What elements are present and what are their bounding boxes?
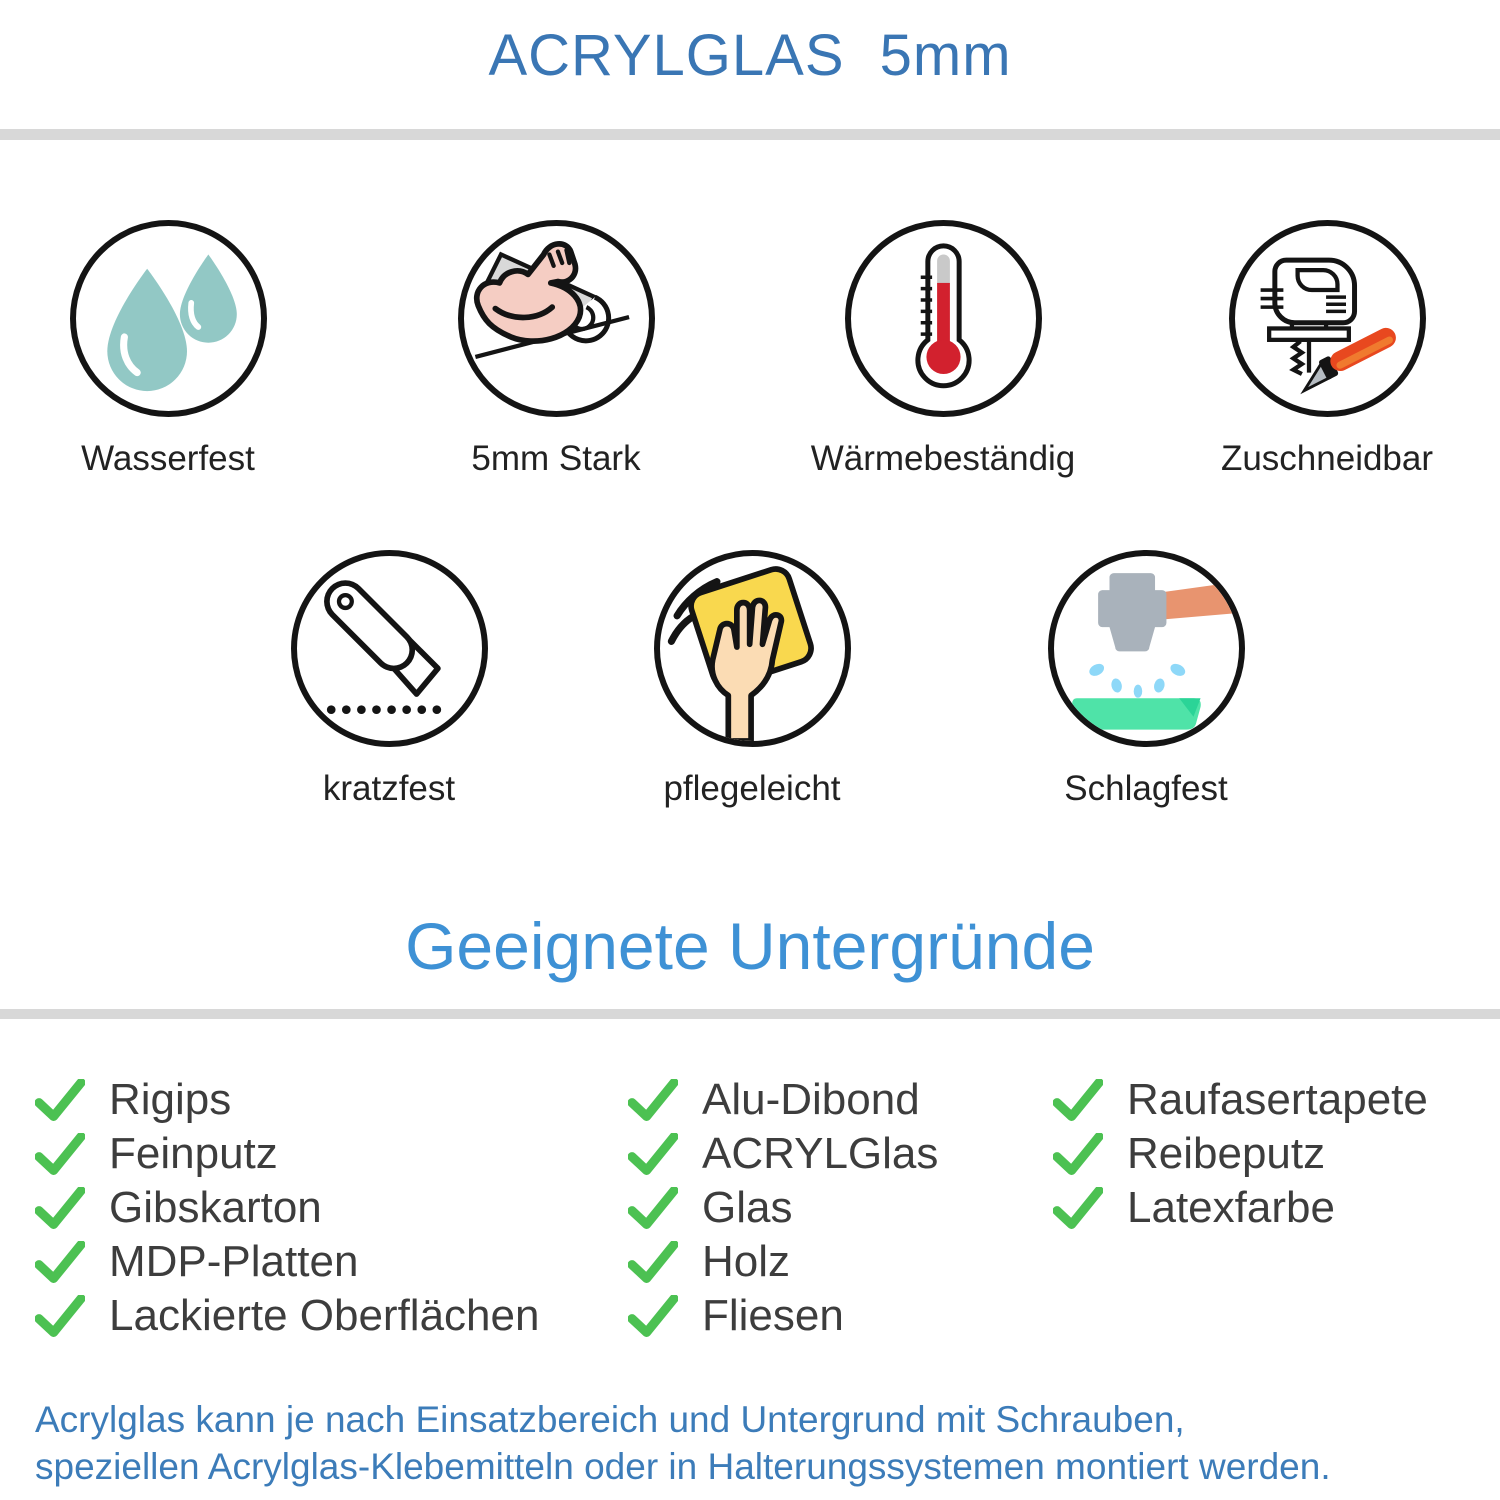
list-item-label: Latexfarbe <box>1127 1183 1335 1232</box>
check-icon <box>628 1079 678 1121</box>
feature-label: 5mm Stark <box>471 439 641 478</box>
list-item: MDP-Platten <box>35 1235 539 1289</box>
list-item: Feinputz <box>35 1127 539 1181</box>
list-item-label: MDP-Platten <box>109 1237 359 1286</box>
utility-knife-icon <box>290 550 488 747</box>
check-icon <box>1053 1187 1103 1229</box>
section-title-untergruende: Geeignete Untergründe <box>405 909 1095 983</box>
feature-label: Schlagfest <box>1064 769 1228 808</box>
feature-kratzfest: kratzfest <box>239 550 539 809</box>
feature-wasserfest: Wasserfest <box>18 220 318 479</box>
muscle-arm-icon <box>457 220 655 417</box>
list-item-label: Alu-Dibond <box>702 1075 920 1124</box>
list-item-label: Gibskarton <box>109 1183 322 1232</box>
list-item-label: Fliesen <box>702 1291 844 1340</box>
feature-label: Wärmebeständig <box>810 439 1076 478</box>
jigsaw-and-cutter-icon <box>1228 220 1426 417</box>
list-item: Raufasertapete <box>1053 1073 1428 1127</box>
check-icon <box>628 1295 678 1337</box>
substrates-column-2: Alu-Dibond ACRYLGlas Glas Holz Fliesen <box>628 1073 938 1343</box>
divider-top <box>0 129 1500 140</box>
list-item-label: Feinputz <box>109 1129 278 1178</box>
check-icon <box>35 1295 85 1337</box>
feature-label: Wasserfest <box>81 439 255 478</box>
check-icon <box>35 1241 85 1283</box>
feature-schlagfest: Schlagfest <box>996 550 1296 809</box>
check-icon <box>1053 1079 1103 1121</box>
feature-pflegeleicht: pflegeleicht <box>602 550 902 809</box>
list-item: Latexfarbe <box>1053 1181 1428 1235</box>
substrates-column-3: Raufasertapete Reibeputz Latexfarbe <box>1053 1073 1428 1235</box>
feature-zuschneidbar: Zuschneidbar <box>1177 220 1477 479</box>
feature-waermebestaendig: Wärmebeständig <box>793 220 1093 479</box>
check-icon <box>35 1079 85 1121</box>
list-item: Fliesen <box>628 1289 938 1343</box>
list-item: Alu-Dibond <box>628 1073 938 1127</box>
check-icon <box>628 1241 678 1283</box>
list-item-label: ACRYLGlas <box>702 1129 939 1178</box>
mounting-note-line1: Acrylglas kann je nach Einsatzbereich un… <box>35 1399 1185 1440</box>
water-drops-icon <box>69 220 267 417</box>
list-item-label: Reibeputz <box>1127 1129 1326 1178</box>
divider-middle <box>0 1009 1500 1019</box>
list-item: Holz <box>628 1235 938 1289</box>
list-item: Glas <box>628 1181 938 1235</box>
list-item: Rigips <box>35 1073 539 1127</box>
list-item: Reibeputz <box>1053 1127 1428 1181</box>
feature-5mm-stark: 5mm Stark <box>406 220 706 479</box>
substrates-column-1: Rigips Feinputz Gibskarton MDP-Platten L… <box>35 1073 539 1343</box>
list-item-label: Raufasertapete <box>1127 1075 1428 1124</box>
check-icon <box>628 1187 678 1229</box>
check-icon <box>628 1133 678 1175</box>
thermometer-icon <box>844 220 1042 417</box>
list-item: Gibskarton <box>35 1181 539 1235</box>
check-icon <box>35 1133 85 1175</box>
feature-label: pflegeleicht <box>663 769 841 808</box>
wiping-hand-icon <box>653 550 851 747</box>
hammer-impact-icon <box>1047 550 1245 747</box>
list-item-label: Lackierte Oberflächen <box>109 1291 540 1340</box>
check-icon <box>35 1187 85 1229</box>
list-item-label: Glas <box>702 1183 793 1232</box>
mounting-note: Acrylglas kann je nach Einsatzbereich un… <box>35 1396 1475 1490</box>
feature-label: Zuschneidbar <box>1220 439 1434 478</box>
check-icon <box>1053 1133 1103 1175</box>
list-item: Lackierte Oberflächen <box>35 1289 539 1343</box>
page-title: ACRYLGLAS 5mm <box>488 23 1012 88</box>
list-item-label: Holz <box>702 1237 791 1286</box>
list-item: ACRYLGlas <box>628 1127 938 1181</box>
feature-label: kratzfest <box>322 769 456 808</box>
list-item-label: Rigips <box>109 1075 232 1124</box>
mounting-note-line2: speziellen Acrylglas-Klebemitteln oder i… <box>35 1446 1331 1487</box>
